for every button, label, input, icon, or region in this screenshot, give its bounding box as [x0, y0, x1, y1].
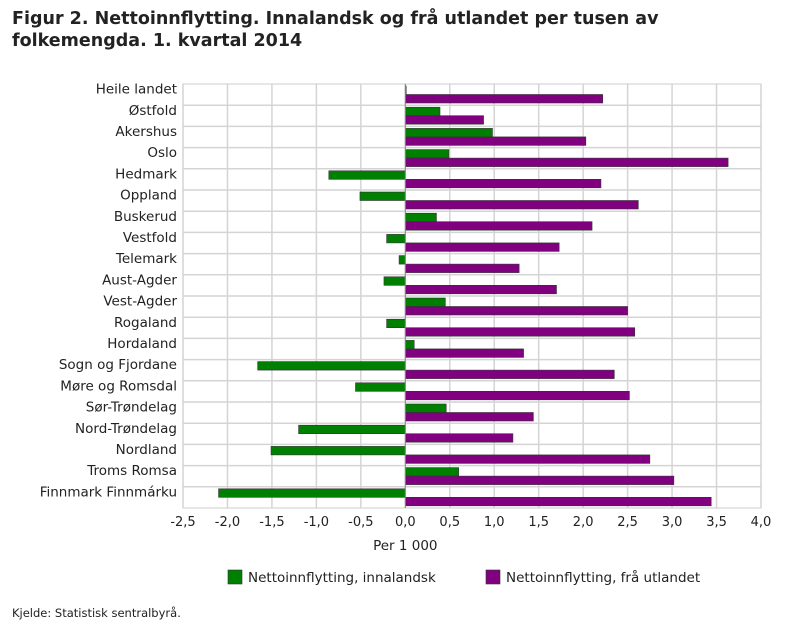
bar-innalandsk	[218, 488, 406, 498]
source-note: Kjelde: Statistisk sentralbyrå.	[12, 606, 181, 620]
category-label: Telemark	[115, 251, 177, 267]
category-label: Møre og Romsdal	[60, 378, 177, 394]
bar-utlandet	[405, 200, 639, 210]
legend-label: Nettoinnflytting, frå utlandet	[506, 569, 700, 586]
bar-innalandsk	[257, 361, 406, 371]
category-label: Nordland	[116, 442, 177, 458]
category-label: Nord-Trøndelag	[75, 421, 177, 437]
bar-innalandsk	[405, 149, 450, 159]
bar-innalandsk	[405, 212, 437, 222]
bar-utlandet	[405, 179, 602, 189]
category-label: Oslo	[147, 145, 177, 161]
bar-innalandsk	[386, 234, 406, 244]
bar-innalandsk	[405, 128, 493, 138]
bar-innalandsk	[405, 106, 441, 116]
x-tick-label: 1,5	[528, 515, 549, 530]
x-axis-label: Per 1 000	[373, 538, 437, 554]
category-label: Sogn og Fjordane	[59, 357, 177, 373]
category-label: Buskerud	[114, 209, 177, 225]
bar-innalandsk	[405, 403, 447, 413]
x-tick-label: 0,5	[439, 515, 460, 530]
legend-swatch	[227, 569, 243, 585]
category-label: Akershus	[115, 124, 177, 140]
bar-utlandet	[405, 284, 557, 295]
bar-utlandet	[405, 348, 524, 358]
category-label: Finnmark Finnmárku	[40, 484, 177, 500]
bar-innalandsk	[328, 170, 406, 180]
bar-utlandet	[405, 496, 712, 507]
x-tick-label: -1,0	[304, 515, 329, 530]
x-tick-label: 4,0	[751, 515, 772, 530]
x-tick-label: 2,0	[573, 515, 594, 530]
x-tick-label: 2,5	[617, 515, 638, 530]
category-label: Oppland	[120, 188, 177, 204]
x-tick-label: 0,0	[395, 515, 416, 530]
bar-innalandsk	[355, 382, 406, 392]
bar-innalandsk	[270, 446, 406, 456]
bar-utlandet	[405, 390, 630, 401]
category-label: Vestfold	[123, 230, 177, 246]
category-label: Hedmark	[115, 166, 177, 182]
category-label: Troms Romsa	[86, 463, 177, 479]
category-label: Hordaland	[107, 336, 177, 352]
bar-innalandsk	[298, 424, 406, 435]
bar-utlandet	[405, 454, 651, 464]
category-label: Aust-Agder	[102, 272, 177, 288]
x-tick-label: -2,5	[170, 515, 195, 530]
bar-utlandet	[405, 327, 636, 337]
category-label: Rogaland	[114, 315, 177, 331]
bar-innalandsk	[405, 297, 446, 307]
bar-utlandet	[405, 263, 520, 273]
bar-utlandet	[405, 136, 587, 146]
bar-innalandsk	[405, 340, 415, 350]
chart-title: Figur 2. Nettoinnflytting. Innalandsk og…	[12, 9, 659, 51]
x-tick-label: -0,5	[348, 515, 373, 530]
category-label: Østfold	[129, 103, 177, 119]
legend-label: Nettoinnflytting, innalandsk	[248, 570, 436, 586]
x-tick-label: -1,5	[259, 515, 284, 530]
bar-utlandet	[405, 369, 615, 379]
bar-utlandet	[405, 221, 593, 231]
bar-innalandsk	[359, 191, 406, 201]
bar-innalandsk	[398, 255, 406, 265]
bar-utlandet	[405, 157, 729, 167]
category-label: Vest-Agder	[103, 294, 177, 310]
bar-utlandet	[405, 242, 560, 252]
bar-innalandsk	[405, 467, 459, 477]
x-tick-label: 1,0	[484, 515, 505, 530]
category-label: Sør-Trøndelag	[86, 400, 177, 416]
bar-utlandet	[405, 94, 604, 104]
bar-innalandsk	[383, 276, 406, 286]
bar-innalandsk	[386, 318, 406, 329]
bar-utlandet	[405, 306, 628, 316]
legend-swatch	[485, 569, 501, 585]
x-tick-label: -2,0	[215, 515, 240, 530]
category-label: Heile landet	[96, 82, 177, 98]
bar-utlandet	[405, 115, 484, 125]
x-tick-label: 3,0	[662, 515, 683, 530]
bar-utlandet	[405, 433, 514, 443]
bar-utlandet	[405, 412, 534, 422]
bar-utlandet	[405, 475, 675, 485]
x-tick-label: 3,5	[706, 515, 727, 530]
